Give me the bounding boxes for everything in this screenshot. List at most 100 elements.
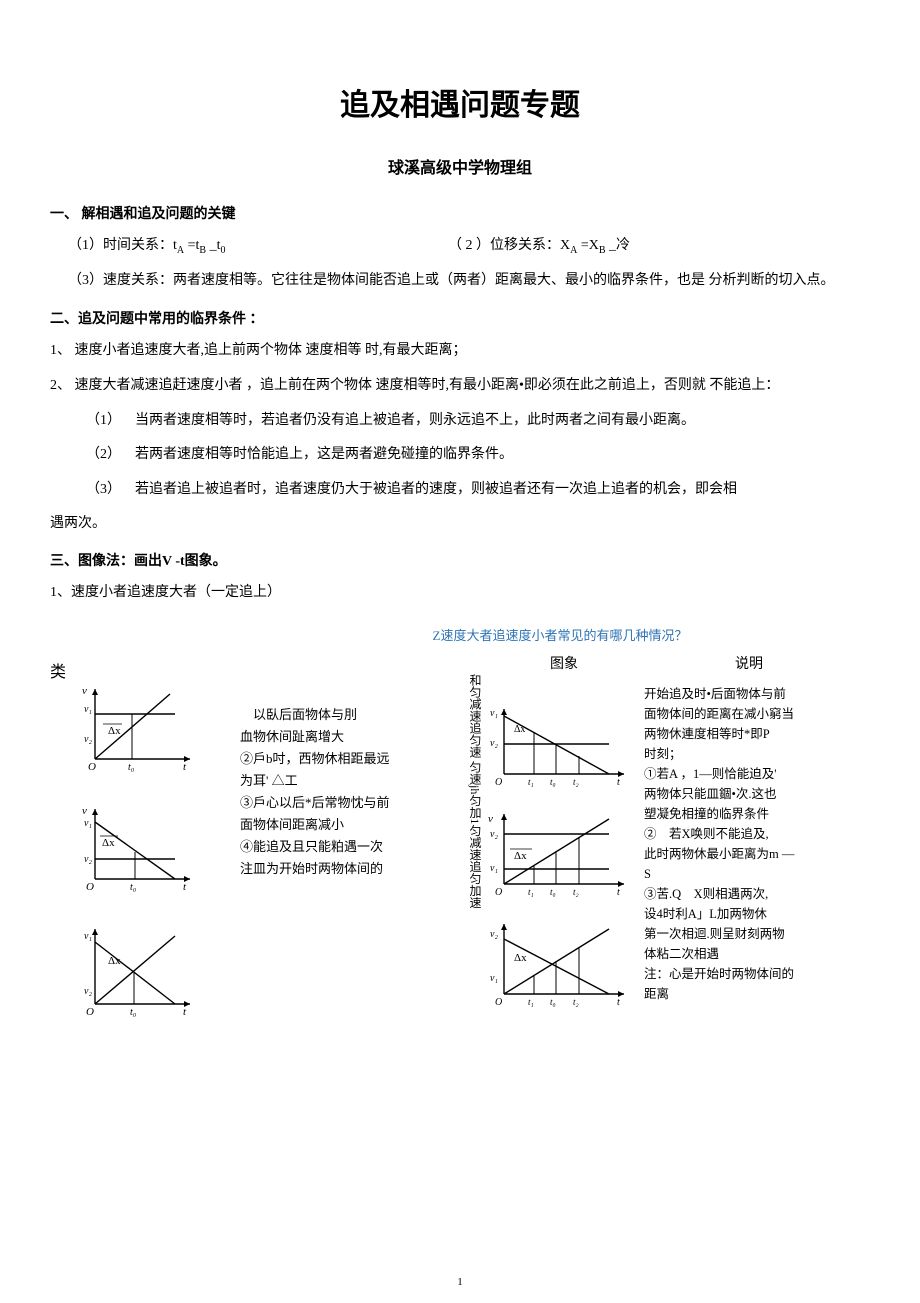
svg-text:t₂: t₂ [573, 777, 579, 787]
svg-text:v₂: v₂ [490, 929, 498, 940]
left-type-label: 类 [50, 654, 80, 1019]
s1-l1-left: （1）时间关系：t [68, 238, 177, 253]
svg-text:v: v [488, 813, 493, 825]
s1-l1-mid: =t [184, 238, 199, 253]
svg-text:v₂: v₂ [84, 986, 92, 997]
s1-r-end: _冷 [606, 238, 631, 253]
section-1-line3: （3）速度关系：两者速度相等。它往往是物体间能否追上或（两者）距离最大、最小的临… [68, 268, 870, 295]
rd-8: 此时两物休最小距离为m — [644, 844, 854, 864]
svg-text:t₀: t₀ [550, 887, 556, 897]
s1-l1-mid2: _t [206, 238, 220, 253]
s2-sub2: （2） 若两者速度相等时恰能追上，这是两者避免碰撞的临界条件。 [86, 442, 870, 469]
rd-3: 时刻； [644, 744, 854, 764]
ld-7: 注皿为开始时两物体间的 [240, 858, 430, 880]
rd-2: 两物休連度相等时*即P [644, 724, 854, 744]
svg-text:v₁: v₁ [84, 704, 92, 715]
rd-14: 注：心是开始时两物体间的 [644, 964, 854, 984]
rd-4: ①若A ，1—则恰能迫及' [644, 764, 854, 784]
rd-10: ③苦.Q X则相遇两次, [644, 884, 854, 904]
rd-15: 距离 [644, 984, 854, 1004]
comparison-table: 类 v v₁ v₂ Δx O t₀ t [50, 654, 870, 1019]
svg-text:Δx: Δx [108, 725, 121, 737]
svg-text:t₁: t₁ [528, 777, 534, 787]
left-graph-column: v v₁ v₂ Δx O t₀ t v v₁ v₂ [80, 654, 220, 1019]
svg-text:O: O [495, 887, 502, 898]
svg-text:t₀: t₀ [128, 762, 135, 773]
svg-text:O: O [86, 881, 94, 893]
ld-3: 为耳' △工 [240, 770, 430, 792]
svg-text:Δx: Δx [514, 850, 527, 862]
s1-r-mid: =X [577, 238, 599, 253]
graph-right-3: v₂ v₁ Δx O t₁ t₀ t₂ t [484, 919, 634, 1009]
svg-text:O: O [495, 777, 502, 788]
svg-text:Δx: Δx [102, 837, 115, 849]
section-2-head: 二、追及问题中常用的临界条件 ： [50, 308, 870, 328]
svg-text:v₂: v₂ [490, 829, 498, 840]
rd-9: S [644, 864, 854, 884]
rd-11: 设4时利A」L加两物休 [644, 904, 854, 924]
svg-text:v₁: v₁ [490, 708, 498, 719]
rd-7: ② 若X唤则不能追及, [644, 824, 854, 844]
rd-1: 面物体间的距离在减小窮当 [644, 704, 854, 724]
svg-text:v₁: v₁ [490, 863, 498, 874]
section-1-head: 一、 解相遇和追及问题的关键 [50, 203, 870, 223]
svg-text:v₁: v₁ [84, 818, 92, 829]
rd-5: 两物体只能皿錮•次.这也 [644, 784, 854, 804]
svg-text:t₂: t₂ [573, 997, 579, 1007]
section-3-head: 三、图像法：画出V -t图象。 [50, 550, 870, 570]
ld-4: ③戶心以后*后常物忱与前 [240, 792, 430, 814]
graph-left-1: v v₁ v₂ Δx O t₀ t [80, 684, 200, 774]
right-block: 和匀减速追匀速 匀速jh匀加1匀减速追匀加速 图象 v₁ v₂ Δx O t₁ … [460, 654, 870, 1019]
s2-item2: 2、 速度大者减速追赶速度小者 ，追上前在两个物体 速度相等时,有最小距离•即必… [50, 373, 870, 400]
right-hdr-img: 图象 [484, 654, 644, 676]
svg-text:t: t [183, 761, 187, 773]
ld-0: 以臥后面物体与刖 [240, 704, 430, 726]
rd-12: 第一次相迴.则呈财刻两物 [644, 924, 854, 944]
s2-sub3b: 遇两次。 [50, 511, 870, 538]
rd-0: 开始追及时•后面物体与前 [644, 684, 854, 704]
ld-6: ④能追及且只能粕遇一次 [240, 836, 430, 858]
svg-text:O: O [86, 1006, 94, 1018]
ld-5: 面物体间距离减小 [240, 814, 430, 836]
s1-l1-s3: 0 [220, 245, 225, 256]
svg-text:t₂: t₂ [573, 887, 579, 897]
svg-text:t₁: t₁ [528, 887, 534, 897]
left-description: 以臥后面物体与刖 血物休间趾离增大 ②戶b吋，西物休相距最远 为耳' △工 ③戶… [220, 654, 440, 1019]
rd-13: 体粘二次相遇 [644, 944, 854, 964]
graph-left-3: v₁ v₂ Δx O t₀ t [80, 924, 200, 1019]
blue-question: Z速度大者追速度小者常见的有哪几种情况？ [250, 625, 870, 644]
svg-text:t₀: t₀ [130, 1007, 137, 1018]
s1-r-s2: B [599, 245, 606, 256]
svg-text:t₁: t₁ [528, 997, 534, 1007]
right-graph-column: 图象 v₁ v₂ Δx O t₁ t₀ t₂ t [484, 654, 644, 1019]
svg-text:v₂: v₂ [84, 734, 92, 745]
svg-text:v: v [82, 685, 87, 697]
svg-text:t₀: t₀ [130, 882, 137, 893]
svg-text:Δx: Δx [514, 952, 527, 964]
svg-text:t: t [183, 881, 187, 893]
svg-text:O: O [495, 997, 502, 1008]
svg-text:t: t [617, 777, 620, 788]
svg-text:t: t [183, 1006, 187, 1018]
graph-right-2: v v₂ v₁ Δx O t₁ t₀ t₂ t [484, 809, 634, 899]
svg-text:v₂: v₂ [84, 854, 92, 865]
ld-1: 血物休间趾离增大 [240, 726, 430, 748]
svg-text:t: t [617, 997, 620, 1008]
s2-sub3: （3） 若追者追上被追者时，追者速度仍大于被追者的速度，则被追者还有一次追上追者… [86, 477, 870, 504]
svg-text:v₁: v₁ [84, 931, 92, 942]
svg-text:Δx: Δx [514, 724, 525, 735]
right-vertical-label: 和匀减速追匀速 匀速jh匀加1匀减速追匀加速 [460, 654, 484, 1019]
ld-2: ②戶b吋，西物休相距最远 [240, 748, 430, 770]
svg-text:v₁: v₁ [490, 973, 498, 984]
rd-6: 塑凝免相撞的临界条件 [644, 804, 854, 824]
s1-r-label: （ 2 ）位移关系：X [448, 238, 570, 253]
graph-right-1: v₁ v₂ Δx O t₁ t₀ t₂ t [484, 704, 634, 789]
svg-text:O: O [88, 761, 96, 773]
page-subtitle: 球溪高级中学物理组 [50, 154, 870, 178]
svg-text:v: v [82, 805, 87, 817]
section-1-line1: （1）时间关系：tA =tB _t0 （ 2 ）位移关系：XA =XB _冷 [68, 233, 870, 260]
svg-text:v₂: v₂ [490, 738, 498, 749]
page-title: 追及相遇问题专题 [50, 80, 870, 124]
svg-text:Δx: Δx [108, 955, 121, 967]
s2-sub1: （1） 当两者速度相等时，若追者仍没有追上被追者，则永远追不上，此时两者之间有最… [86, 408, 870, 435]
